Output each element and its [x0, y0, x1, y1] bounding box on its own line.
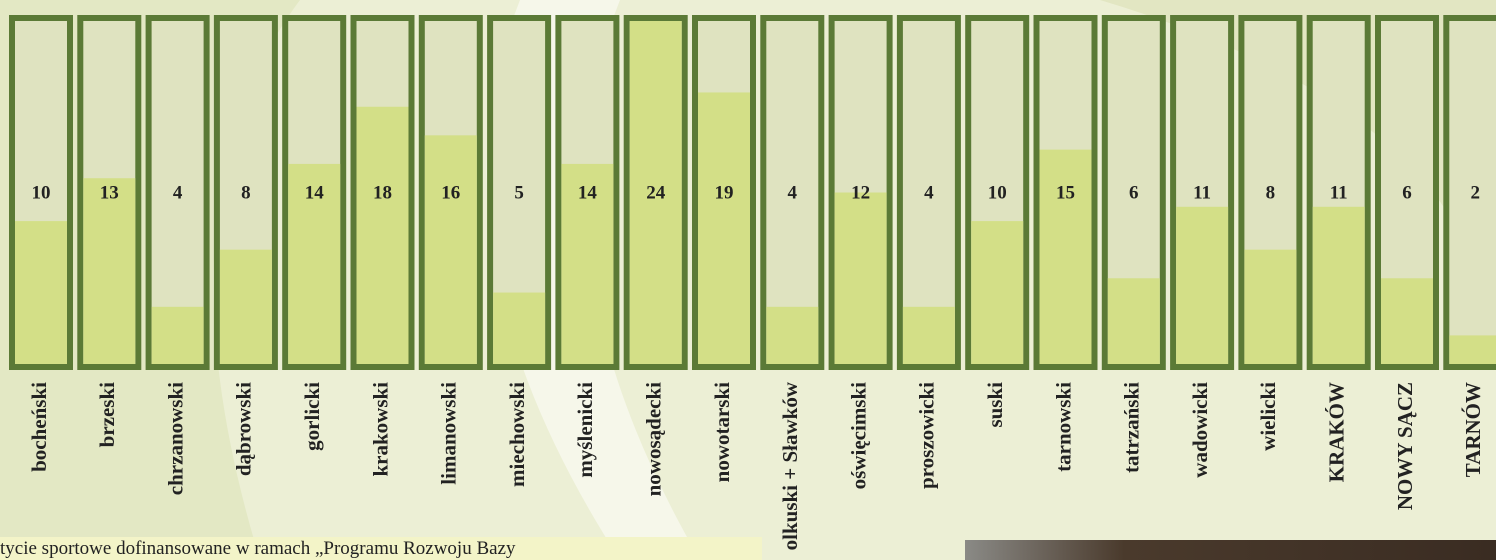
bar: [1176, 207, 1228, 364]
bar: [220, 250, 272, 364]
value-label: 8: [241, 182, 251, 203]
value-label: 14: [578, 182, 598, 203]
value-label: 8: [1266, 182, 1276, 203]
bar: [971, 221, 1023, 364]
value-label: 12: [851, 182, 870, 203]
value-label: 5: [514, 182, 524, 203]
category-label: wielicki: [1256, 382, 1280, 451]
value-label: 6: [1129, 182, 1139, 203]
category-label: nowotarski: [710, 382, 734, 483]
bar: [766, 307, 818, 364]
bar: [83, 178, 135, 364]
photo: [965, 540, 1496, 560]
category-label: krakowski: [368, 382, 392, 477]
category-label: wadowicki: [1188, 382, 1212, 478]
caption: tycie sportowe dofinansowane w ramach „P…: [0, 538, 516, 559]
value-label: 11: [1193, 182, 1211, 203]
page: tycie sportowe dofinansowane w ramach „P…: [0, 0, 1496, 560]
category-label: dąbrowski: [232, 382, 256, 476]
category-label: TARNÓW: [1461, 382, 1485, 477]
category-label: miechowski: [505, 382, 529, 487]
value-label: 18: [373, 182, 392, 203]
category-label: tarnowski: [1051, 382, 1075, 472]
category-label: myślenicki: [573, 382, 597, 478]
bar: [903, 307, 955, 364]
bar: [1313, 207, 1365, 364]
category-label: proszowicki: [915, 382, 939, 489]
bar: [357, 107, 409, 364]
category-label: limanowski: [437, 382, 461, 485]
bar: [1244, 250, 1296, 364]
bar: [425, 135, 477, 364]
category-label: gorlicki: [300, 382, 324, 451]
value-label: 13: [100, 182, 119, 203]
value-label: 6: [1402, 182, 1412, 203]
value-label: 24: [646, 182, 666, 203]
category-label: oświęcimski: [846, 382, 870, 489]
value-label: 16: [441, 182, 460, 203]
value-label: 15: [1056, 182, 1075, 203]
category-label: bocheński: [27, 382, 51, 472]
category-label: chrzanowski: [163, 382, 187, 495]
category-label: nowosądecki: [642, 382, 666, 497]
value-label: 11: [1330, 182, 1348, 203]
value-label: 4: [924, 182, 934, 203]
category-label: olkuski + Sławków: [778, 381, 802, 550]
value-label: 10: [988, 182, 1007, 203]
category-label: tatrzański: [1120, 382, 1144, 473]
chart: tycie sportowe dofinansowane w ramach „P…: [0, 0, 1496, 560]
bar: [493, 293, 545, 364]
bar: [152, 307, 204, 364]
bar: [698, 92, 750, 364]
category-label: NOWY SĄCZ: [1393, 382, 1417, 510]
value-label: 19: [715, 182, 734, 203]
value-label: 2: [1471, 182, 1481, 203]
category-label: suski: [983, 382, 1007, 428]
category-label: KRAKÓW: [1325, 382, 1349, 482]
value-label: 14: [305, 182, 325, 203]
bar: [835, 193, 887, 365]
bar: [1449, 335, 1496, 364]
bar: [15, 221, 67, 364]
value-label: 10: [32, 182, 51, 203]
category-label: brzeski: [95, 382, 119, 447]
value-label: 4: [173, 182, 183, 203]
value-label: 4: [788, 182, 798, 203]
bar: [1108, 278, 1160, 364]
bar: [1381, 278, 1433, 364]
